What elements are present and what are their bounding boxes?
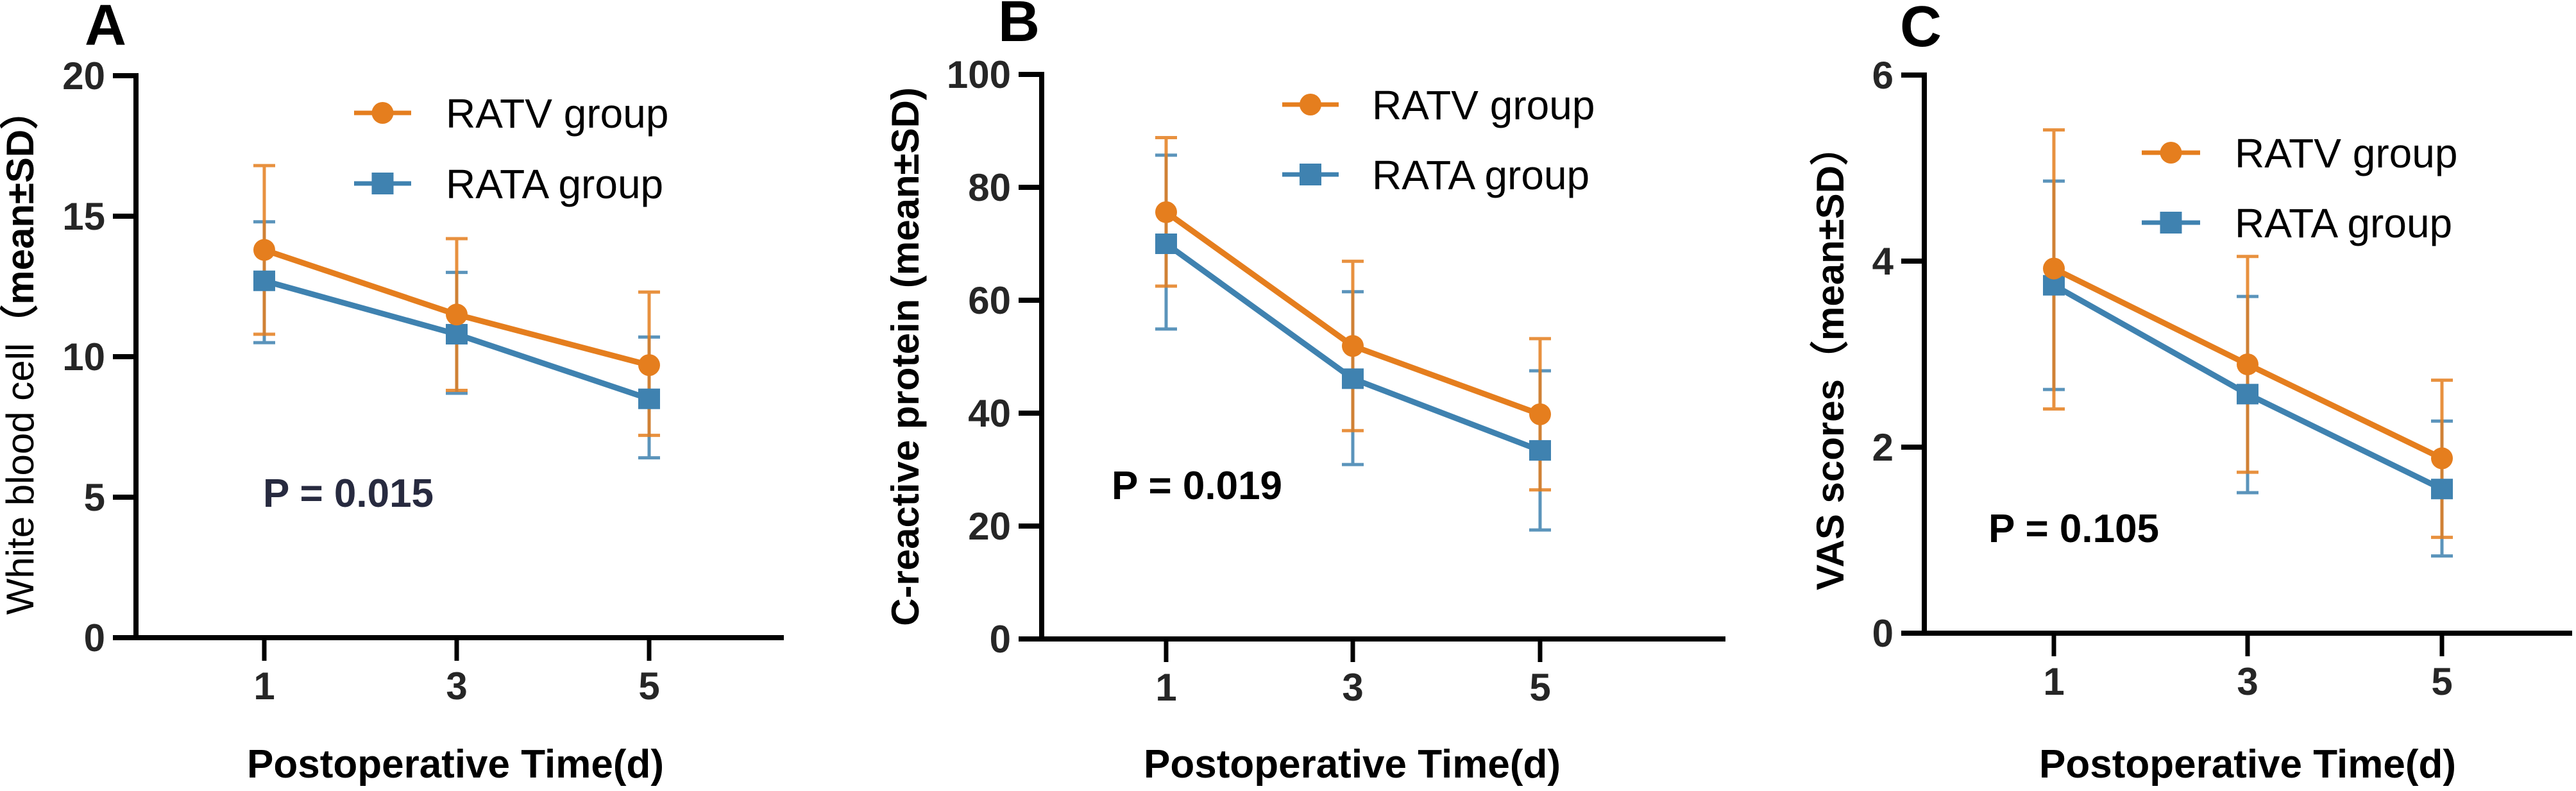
- axes: 0 20 40 60 80 100 1 3 5: [947, 53, 1725, 709]
- y-tick-label: 80: [968, 166, 1011, 209]
- legend-item-ratv: RATV group: [354, 90, 668, 137]
- legend-label: RATV group: [446, 90, 668, 137]
- panel-b: B C-reactive protein (mean±SD) Postopera…: [884, 0, 1725, 787]
- y-tick-label: 4: [1872, 240, 1894, 283]
- panel-a: A White blood cell（mean±SD） Postoperativ…: [0, 0, 784, 787]
- p-value-annotation: P = 0.015: [263, 472, 434, 516]
- y-axis-title: White blood cell（mean±SD）: [0, 91, 42, 615]
- y-tick-label: 20: [968, 505, 1011, 548]
- legend: RATV group RATA group: [2142, 130, 2457, 246]
- data-point-ratv: [1342, 335, 1364, 357]
- y-tick-label: 20: [62, 55, 105, 98]
- x-tick-label: 3: [446, 665, 467, 708]
- x-axis-title: Postoperative Time(d): [2039, 742, 2456, 787]
- x-axis-title: Postoperative Time(d): [1144, 742, 1561, 787]
- legend-label: RATV group: [2235, 130, 2457, 176]
- x-tick-label: 5: [638, 665, 659, 708]
- x-tick-label: 5: [1529, 666, 1550, 709]
- y-tick-label: 60: [968, 279, 1011, 322]
- p-value-annotation: P = 0.019: [1112, 464, 1282, 508]
- data-point-ratv: [2043, 257, 2065, 280]
- x-axis-title: Postoperative Time(d): [247, 742, 664, 787]
- data-point-rata: [1342, 368, 1364, 389]
- panel-c: C VAS scores（mean±SD） Postoperative Time…: [1809, 0, 2572, 787]
- data-point-ratv: [2237, 353, 2258, 375]
- x-tick-label: 3: [2237, 660, 2258, 703]
- y-tick-label: 2: [1872, 426, 1894, 469]
- y-axis-title-bold: （mean±SD）: [0, 91, 42, 343]
- legend-square-marker-icon: [1300, 164, 1321, 185]
- y-axis-title-plain: White blood cell: [0, 343, 42, 615]
- legend-circle-marker-icon: [2160, 142, 2182, 164]
- legend: RATV group RATA group: [1282, 82, 1595, 198]
- legend-item-rata: RATA group: [354, 161, 663, 207]
- legend-item-ratv: RATV group: [2142, 130, 2457, 176]
- x-tick-label: 1: [2043, 660, 2064, 703]
- data-point-ratv: [253, 239, 275, 261]
- data-point-rata: [446, 323, 468, 344]
- y-axis-title: C-reactive protein (mean±SD): [884, 87, 927, 626]
- y-tick-label: 6: [1872, 54, 1894, 97]
- y-tick-label: 40: [968, 392, 1011, 435]
- panel-letter-c: C: [1900, 0, 1942, 59]
- axes: 0 5 10 15 20 1 3 5: [62, 55, 784, 708]
- legend-item-rata: RATA group: [1282, 152, 1589, 198]
- data-point-rata: [1155, 234, 1177, 254]
- p-value-annotation: P = 0.105: [1988, 507, 2159, 551]
- legend-circle-marker-icon: [1300, 94, 1321, 115]
- data-point-rata: [253, 270, 275, 291]
- legend-circle-marker-icon: [371, 102, 394, 124]
- y-tick-label: 100: [947, 53, 1011, 96]
- y-tick-label: 15: [62, 195, 105, 238]
- y-tick-label: 10: [62, 336, 105, 378]
- data-point-ratv: [1529, 403, 1551, 425]
- data-point-ratv: [1155, 201, 1177, 223]
- legend-item-rata: RATA group: [2142, 200, 2452, 246]
- legend: RATV group RATA group: [354, 90, 668, 207]
- data-point-rata: [2237, 384, 2258, 405]
- x-tick-label: 1: [253, 665, 275, 708]
- legend-square-marker-icon: [371, 173, 394, 194]
- data-point-rata: [2431, 479, 2453, 500]
- legend-label: RATA group: [1372, 152, 1589, 198]
- panel-letter-a: A: [85, 0, 126, 58]
- axes: 0 2 4 6 1 3 5: [1872, 54, 2572, 703]
- panel-letter-b: B: [998, 0, 1040, 54]
- y-tick-label: 0: [990, 618, 1011, 661]
- y-axis-title: VAS scores（mean±SD）: [1809, 127, 1852, 590]
- data-point-rata: [638, 388, 660, 409]
- y-tick-label: 5: [84, 476, 105, 519]
- legend-label: RATA group: [2235, 200, 2452, 246]
- data-point-rata: [1529, 440, 1551, 461]
- y-tick-label: 0: [84, 617, 105, 659]
- legend-item-ratv: RATV group: [1282, 82, 1595, 128]
- x-tick-label: 5: [2431, 660, 2452, 703]
- x-tick-label: 1: [1155, 666, 1176, 709]
- x-tick-label: 3: [1342, 666, 1363, 709]
- legend-label: RATV group: [1372, 82, 1595, 128]
- data-point-ratv: [446, 303, 468, 326]
- legend-square-marker-icon: [2160, 212, 2182, 234]
- data-point-ratv: [2431, 447, 2453, 470]
- legend-label: RATA group: [446, 161, 663, 207]
- data-point-ratv: [638, 354, 660, 377]
- y-tick-label: 0: [1872, 612, 1894, 655]
